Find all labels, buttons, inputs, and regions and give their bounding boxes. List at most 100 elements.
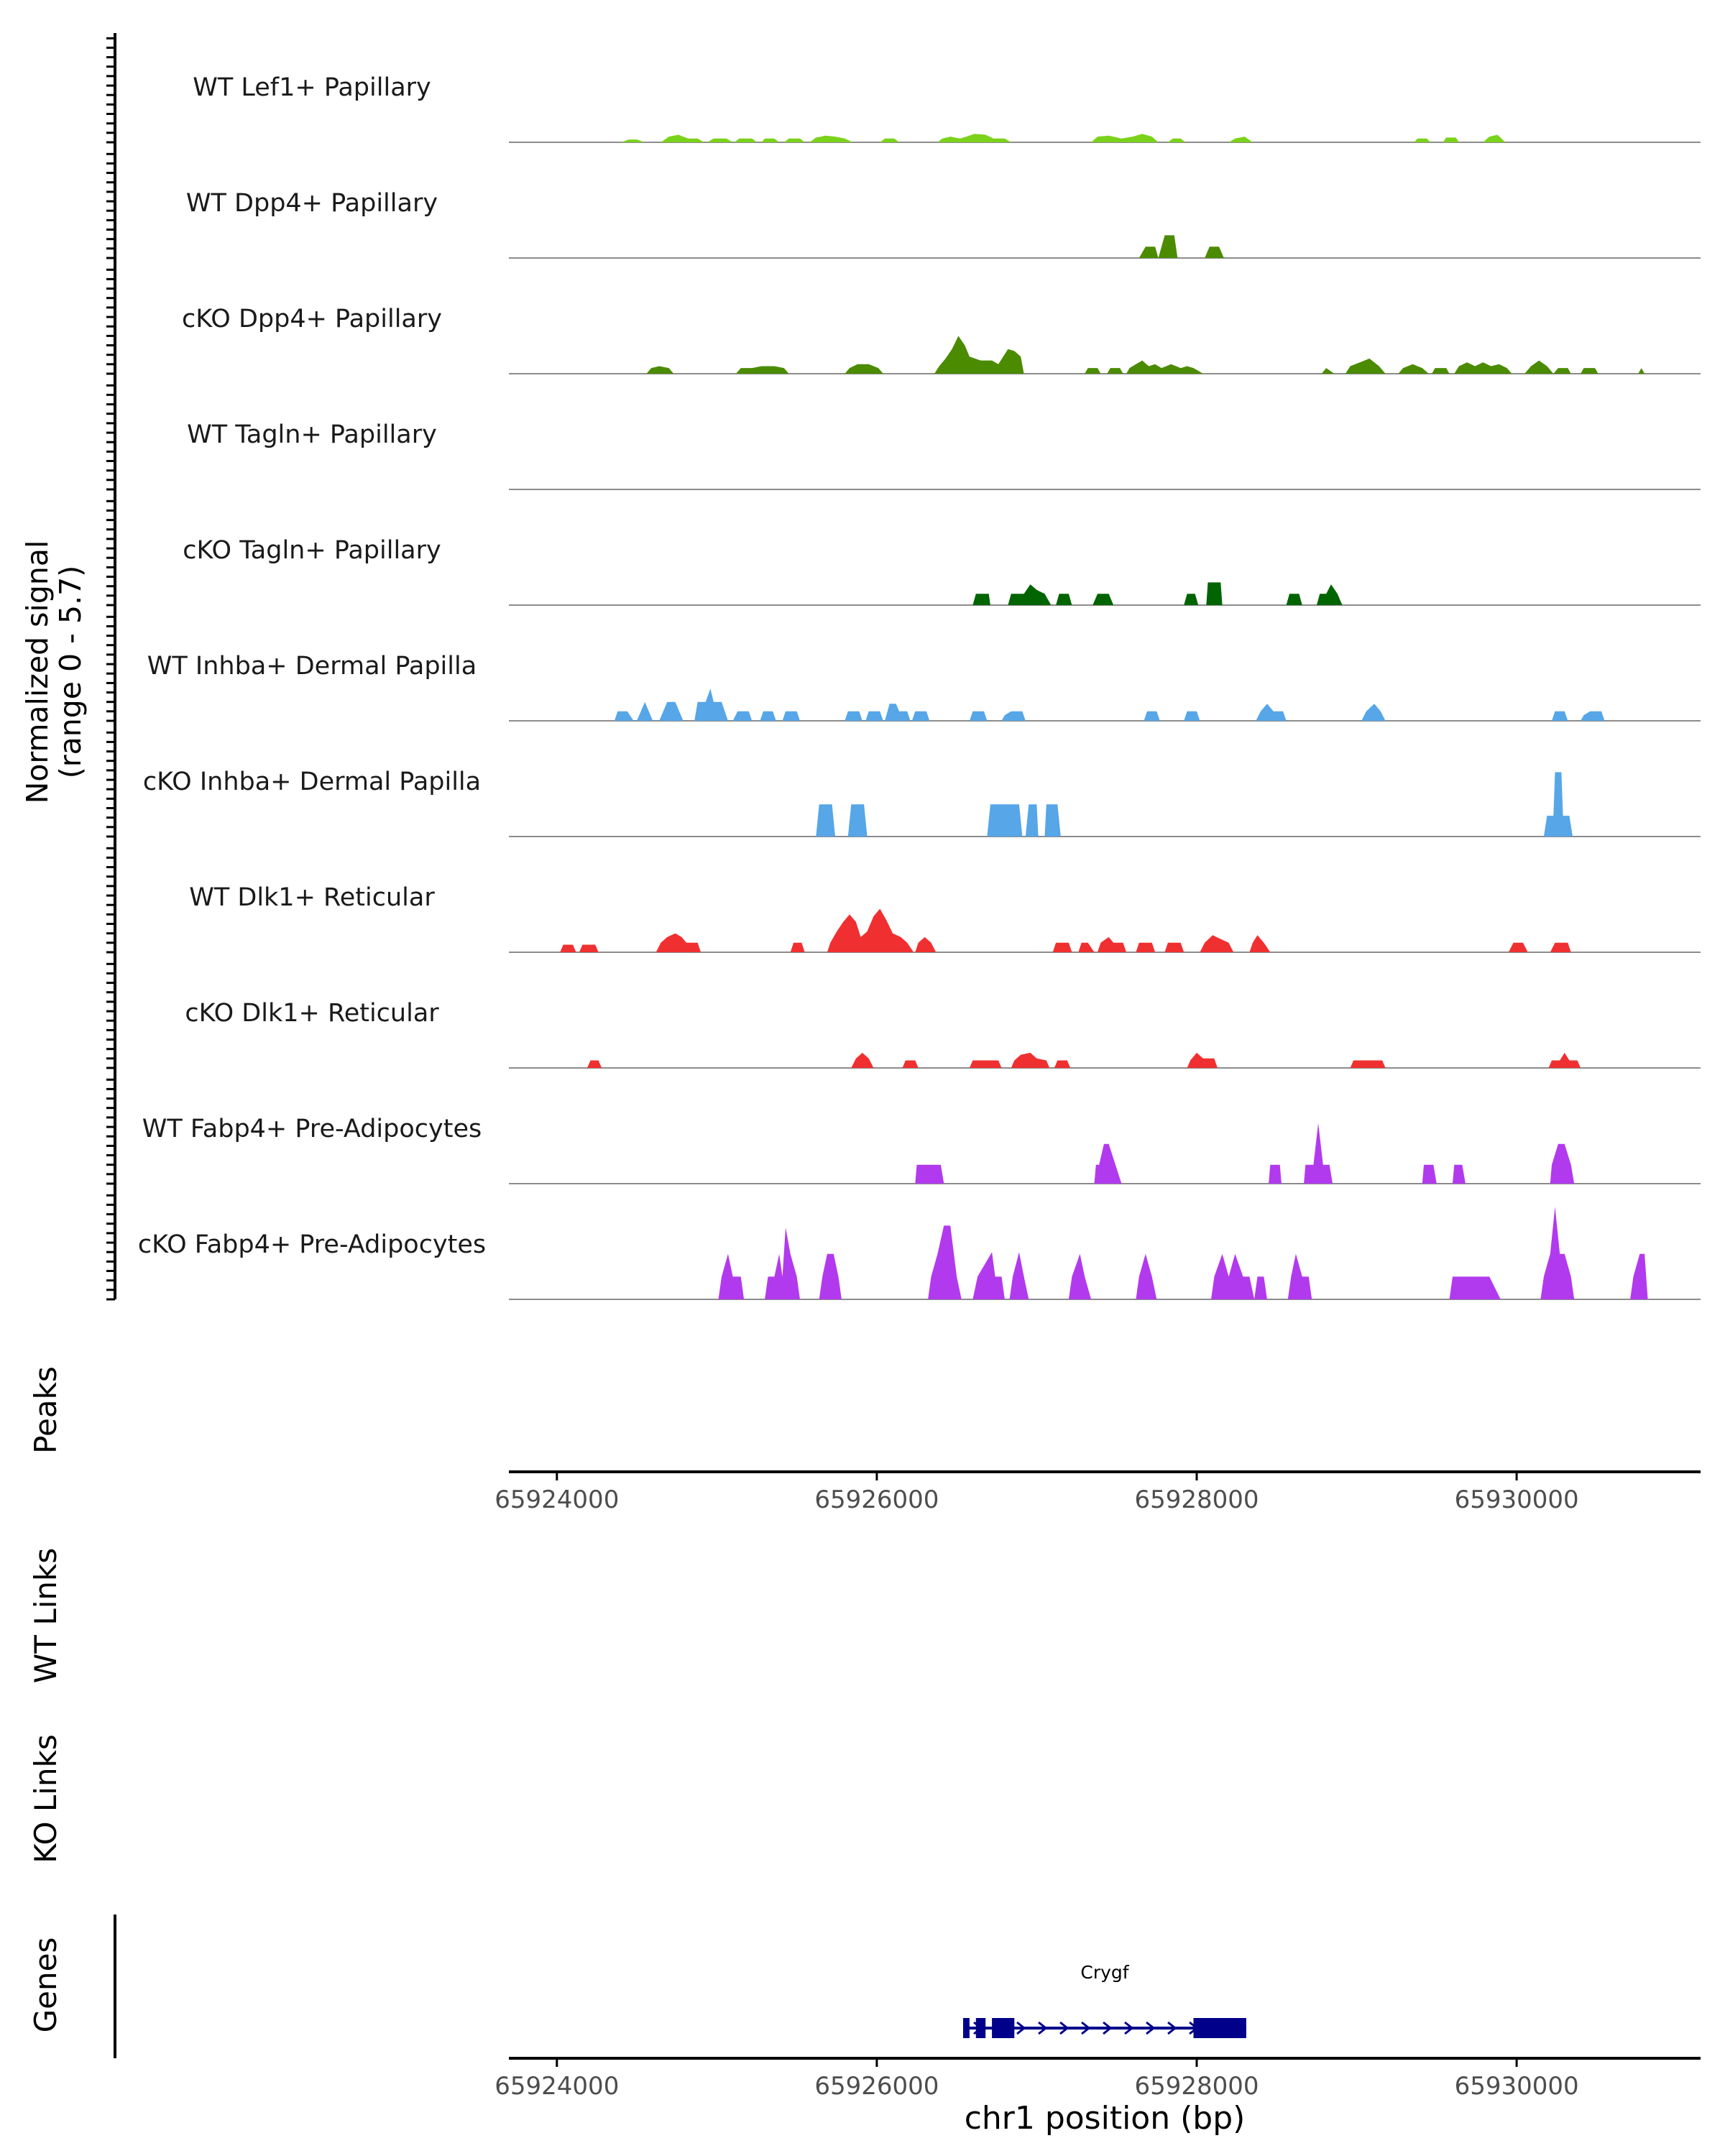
lower-x-ticks: 65924000 65926000 65928000 65930000 — [494, 2058, 1579, 2101]
coverage-area — [614, 711, 634, 721]
gene-exon — [992, 2018, 1015, 2038]
strand-arrow — [1016, 2021, 1026, 2035]
coverage-area — [902, 1060, 919, 1068]
coverage-area — [915, 1164, 944, 1184]
gene-exon — [975, 2018, 986, 2038]
track-label: WT Tagln+ Papillary — [187, 420, 437, 449]
coverage-area — [1540, 1207, 1575, 1299]
coverage-area — [819, 1253, 842, 1299]
coverage-area — [1552, 711, 1568, 721]
x-tick-label: 65928000 — [1134, 2072, 1259, 2101]
coverage-area — [1361, 704, 1386, 721]
coverage-area — [1205, 247, 1224, 258]
coverage-area — [987, 804, 1023, 837]
coverage-area — [1200, 935, 1234, 952]
gene-exon — [963, 2018, 970, 2038]
gene-exon — [1193, 2018, 1246, 2038]
x-axis-title: chr1 position (bp) — [965, 2100, 1246, 2137]
coverage-area — [1085, 368, 1101, 374]
coverage-area — [1044, 804, 1061, 837]
gene-track: Crygf — [963, 1962, 1246, 2038]
coverage-area — [934, 336, 1024, 374]
coverage-area — [1287, 1253, 1312, 1299]
coverage-track: WT Fabp4+ Pre-Adipocytes — [142, 1115, 1701, 1184]
x-tick-label: 65928000 — [1134, 1485, 1259, 1514]
coverage-area — [760, 711, 776, 721]
coverage-area — [1206, 582, 1223, 605]
coverage-area — [1144, 711, 1160, 721]
coverage-area — [718, 1253, 745, 1299]
coverage-area — [1581, 368, 1598, 374]
coverage-area — [1432, 368, 1450, 374]
coverage-area — [637, 701, 653, 721]
coverage-area — [911, 711, 930, 721]
peaks-label: Peaks — [28, 1366, 63, 1454]
strand-arrow — [1167, 2021, 1177, 2035]
coverage-area — [1184, 711, 1200, 721]
coverage-area — [579, 944, 599, 952]
coverage-y-ticks — [106, 37, 115, 1301]
track-label: cKO Dlk1+ Reticular — [185, 999, 439, 1028]
x-tick-label: 65924000 — [494, 2072, 619, 2101]
coverage-track: cKO Tagln+ Papillary — [183, 536, 1701, 606]
coverage-area — [1052, 942, 1072, 952]
coverage-area — [880, 138, 899, 142]
coverage-area — [1638, 368, 1645, 374]
y-axis-title-line1: Normalized signal — [20, 540, 55, 804]
coverage-area — [915, 936, 937, 952]
coverage-area — [1008, 584, 1052, 605]
coverage-area — [1256, 704, 1287, 721]
coverage-area — [1009, 1252, 1029, 1299]
strand-arrow — [1038, 2021, 1048, 2035]
coverage-track: WT Inhba+ Dermal Papilla — [147, 652, 1701, 722]
upper-x-ticks: 65924000 65926000 65928000 65930000 — [494, 1472, 1579, 1514]
coverage-area — [1581, 711, 1605, 721]
coverage-track: cKO Dpp4+ Papillary — [182, 305, 1701, 374]
coverage-area — [659, 701, 684, 721]
coverage-area — [1056, 594, 1072, 605]
track-label: cKO Inhba+ Dermal Papilla — [143, 768, 481, 796]
coverage-area — [1548, 1052, 1581, 1068]
coverage-area — [1508, 942, 1528, 952]
coverage-area — [1350, 1060, 1386, 1068]
coverage-track: cKO Dlk1+ Reticular — [185, 999, 1701, 1069]
coverage-area — [845, 711, 862, 721]
coverage-area — [1228, 137, 1253, 142]
coverage-area — [1184, 594, 1199, 605]
coverage-area — [1136, 942, 1156, 952]
track-label: WT Dpp4+ Papillary — [186, 189, 438, 218]
coverage-area — [1254, 1276, 1267, 1299]
coverage-area — [1398, 364, 1429, 374]
coverage-area — [707, 138, 733, 142]
coverage-area — [1524, 360, 1554, 374]
coverage-track: cKO Fabp4+ Pre-Adipocytes — [138, 1207, 1701, 1300]
strand-arrow — [1103, 2021, 1113, 2035]
coverage-area — [1138, 247, 1159, 258]
coverage-area — [1092, 594, 1114, 605]
coverage-area — [1011, 1052, 1050, 1068]
track-label: WT Inhba+ Dermal Papilla — [147, 652, 477, 681]
coverage-area — [694, 688, 728, 721]
coverage-area — [736, 366, 789, 374]
track-label: WT Fabp4+ Pre-Adipocytes — [142, 1115, 482, 1143]
upper-x-axis: 65924000 65926000 65928000 65930000 — [494, 1470, 1701, 1514]
coverage-area — [1286, 594, 1302, 605]
coverage-area — [661, 134, 704, 142]
coverage-area — [1126, 360, 1203, 374]
coverage-area — [1543, 772, 1573, 837]
coverage-area — [1630, 1253, 1648, 1299]
coverage-y-axis — [106, 33, 116, 1301]
coverage-area — [1345, 358, 1386, 374]
wt-links-label: WT Links — [28, 1548, 63, 1683]
coverage-area — [1453, 1164, 1466, 1184]
coverage-area — [656, 933, 702, 952]
coverage-area — [1078, 942, 1095, 952]
coverage-area — [782, 711, 800, 721]
coverage-area — [620, 139, 645, 142]
coverage-area — [734, 138, 757, 142]
x-tick-label: 65926000 — [814, 1485, 939, 1514]
coverage-track: WT Dpp4+ Papillary — [186, 189, 1701, 259]
coverage-area — [765, 1227, 800, 1299]
coverage-area — [1107, 368, 1123, 374]
coverage-area — [1001, 711, 1026, 721]
